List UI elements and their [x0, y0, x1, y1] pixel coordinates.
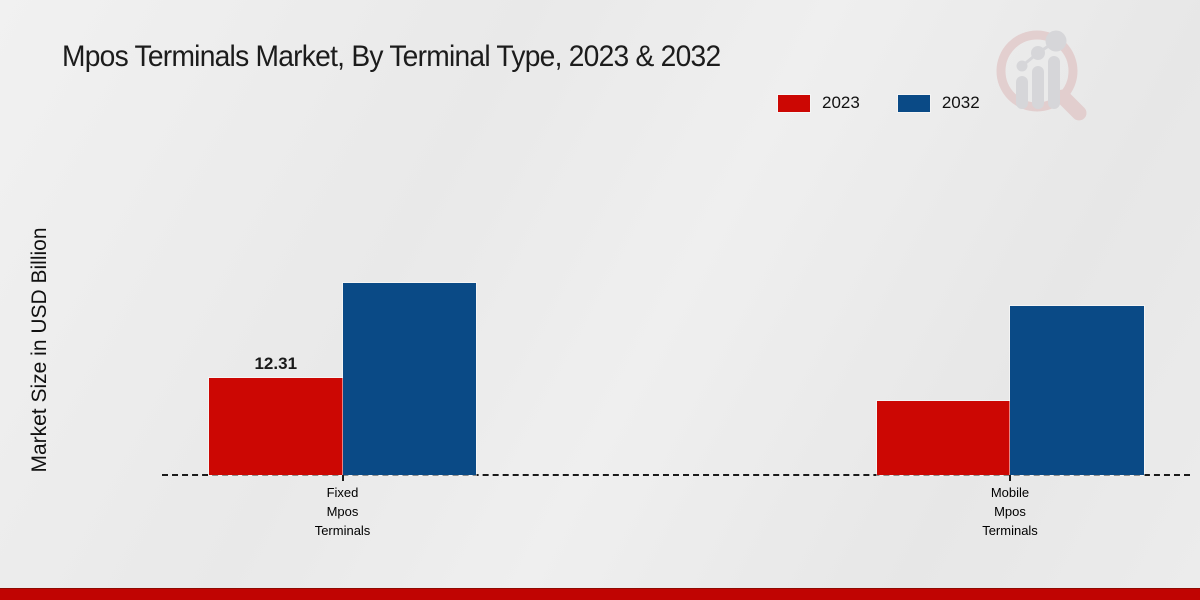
bar-mobile-2032 [1010, 305, 1144, 475]
logo-bar-2 [1032, 66, 1044, 109]
x-axis-baseline [162, 474, 1190, 476]
chart-title: Mpos Terminals Market, By Terminal Type,… [62, 40, 721, 73]
bar-fixed-2023 [209, 378, 343, 475]
magnifier-bar-chart-logo-icon [996, 30, 1087, 121]
bar-fixed-2032 [342, 282, 476, 475]
footer-red-band [0, 588, 1200, 600]
legend-item-2023: 2023 [778, 93, 860, 113]
category-label-mobile: Mobile Mpos Terminals [982, 485, 1038, 538]
logo-dot-1 [1016, 60, 1028, 72]
legend-label-2032: 2032 [941, 93, 980, 112]
category-label-fixed: Fixed Mpos Terminals [314, 485, 371, 538]
legend: 2023 2032 [778, 93, 980, 113]
logo-bar-1 [1016, 76, 1028, 109]
legend-swatch-2023-icon [778, 94, 810, 112]
legend-item-2032: 2032 [897, 93, 980, 113]
magnifier-handle [1055, 89, 1087, 121]
legend-swatch-2032-icon [897, 94, 930, 112]
x-axis-tick [341, 475, 344, 481]
bar-mobile-2023 [876, 400, 1010, 475]
legend-label-2023: 2023 [822, 93, 860, 112]
logo-dot-2 [1031, 46, 1045, 60]
x-axis-tick [1009, 475, 1011, 481]
logo-bar-3 [1048, 56, 1060, 109]
bar-value-label: 12.31 [254, 354, 298, 373]
logo-dot-3 [1045, 30, 1067, 52]
